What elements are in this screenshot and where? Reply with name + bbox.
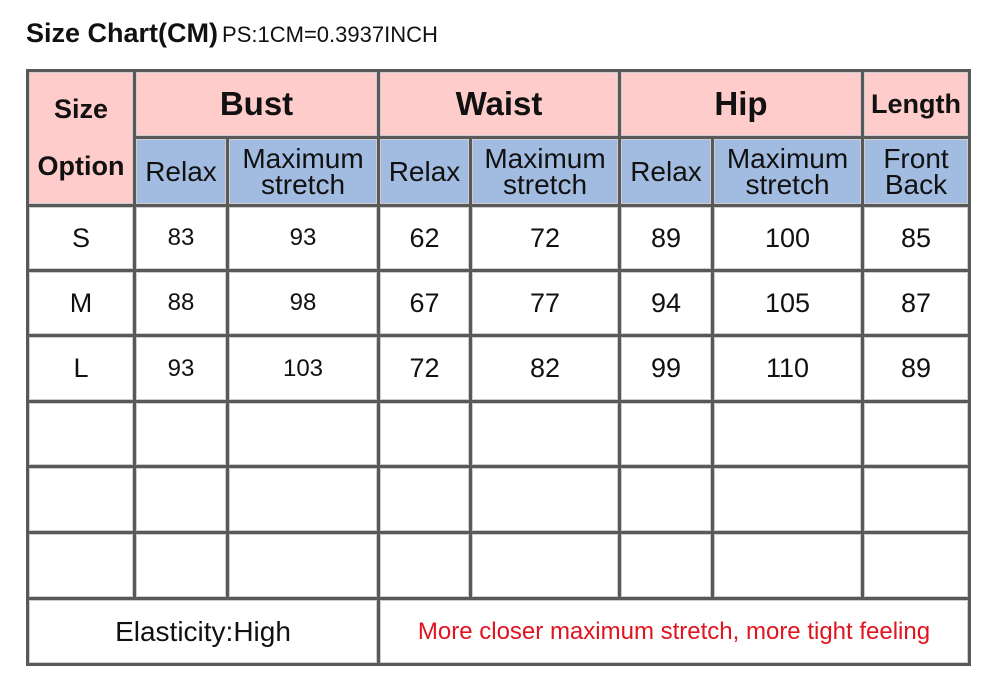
empty-cell [861,465,971,534]
hip-max-cell: 110 [711,334,864,403]
hip-header: Hip [618,69,864,139]
title-main: Size Chart [26,18,159,48]
chart-title: Size Chart(CM) PS:1CM=0.3937INCH [26,18,438,49]
empty-row [26,465,971,534]
empty-cell [861,531,971,600]
hip-max-cell: 105 [711,269,864,337]
empty-cell [226,465,380,534]
empty-cell [711,465,864,534]
max-label: Maximum [726,142,849,174]
footer-row: Elasticity:High More closer maximum stre… [26,597,971,666]
title-unit: (CM) [158,18,219,48]
waist-max-cell: 72 [469,204,621,272]
empty-cell [618,400,714,468]
length-cell: 87 [861,269,971,337]
empty-cell [469,400,621,468]
hip-relax-cell: 89 [618,204,714,272]
table-row: M 88 98 67 77 94 105 87 [26,269,971,337]
bust-max-cell: 93 [226,204,380,272]
front-label: Front [883,142,949,174]
waist-max-cell: 77 [469,269,621,337]
bust-relax-cell: 83 [133,204,229,272]
empty-cell [377,465,472,534]
waist-relax-cell: 67 [377,269,472,337]
waist-max-cell: 82 [469,334,621,403]
bust-max-cell: 103 [226,334,380,403]
size-cell: M [26,269,136,337]
size-table: Size Option Bust Waist Hip Length Relax M… [26,69,971,666]
table-row: L 93 103 72 82 99 110 89 [26,334,971,403]
hip-relax-cell: 99 [618,334,714,403]
empty-cell [469,465,621,534]
bust-max-cell: 98 [226,269,380,337]
empty-cell [26,400,136,468]
empty-cell [26,531,136,600]
empty-row [26,400,971,468]
waist-relax-cell: 72 [377,334,472,403]
length-cell: 89 [861,334,971,403]
length-header: Length [861,69,971,139]
empty-cell [226,400,380,468]
bust-header: Bust [133,69,380,139]
bust-relax-header: Relax [133,136,229,207]
bust-max-header: Maximum stretch [226,136,380,207]
max-label: Maximum [242,142,364,174]
bust-relax-cell: 93 [133,334,229,403]
size-label: Size [53,94,109,124]
empty-cell [377,400,472,468]
hip-max-cell: 100 [711,204,864,272]
empty-row [26,531,971,600]
empty-cell [133,465,229,534]
empty-cell [226,531,380,600]
size-option-header: Size Option [26,69,136,207]
max-label: Maximum [484,142,606,174]
stretch-label: stretch [502,168,588,200]
length-cell: 85 [861,204,971,272]
empty-cell [26,465,136,534]
empty-cell [861,400,971,468]
empty-cell [711,400,864,468]
empty-cell [711,531,864,600]
stretch-label: stretch [260,168,346,200]
stretch-label: stretch [745,168,830,200]
waist-header: Waist [377,69,621,139]
length-sub-header: Front Back [861,136,971,207]
fit-note-cell: More closer maximum stretch, more tight … [377,597,971,666]
elasticity-cell: Elasticity:High [26,597,380,666]
waist-relax-cell: 62 [377,204,472,272]
hip-relax-header: Relax [618,136,714,207]
waist-max-header: Maximum stretch [469,136,621,207]
empty-cell [618,531,714,600]
back-label: Back [884,168,948,200]
empty-cell [469,531,621,600]
option-label: Option [37,151,125,181]
empty-cell [618,465,714,534]
conversion-note: PS:1CM=0.3937INCH [222,22,438,47]
waist-relax-header: Relax [377,136,472,207]
size-cell: L [26,334,136,403]
bust-relax-cell: 88 [133,269,229,337]
hip-max-header: Maximum stretch [711,136,864,207]
table-row: S 83 93 62 72 89 100 85 [26,204,971,272]
empty-cell [377,531,472,600]
hip-relax-cell: 94 [618,269,714,337]
size-cell: S [26,204,136,272]
empty-cell [133,531,229,600]
empty-cell [133,400,229,468]
